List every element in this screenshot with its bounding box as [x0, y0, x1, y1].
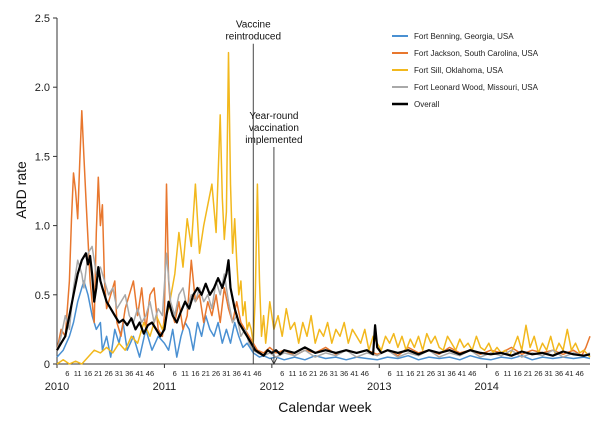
week-tick-label: 6 [65, 369, 69, 378]
week-tick-label: 41 [135, 369, 143, 378]
week-tick-label: 16 [406, 369, 414, 378]
year-label: 2010 [45, 381, 69, 393]
legend: Fort Benning, Georgia, USA Fort Jackson, … [392, 32, 539, 109]
y-tick-label: 2.5 [35, 13, 50, 25]
week-tick-label: 41 [458, 369, 466, 378]
legend-label: Fort Benning, Georgia, USA [414, 32, 514, 41]
week-tick-label: 41 [350, 369, 358, 378]
week-tick-label: 21 [94, 369, 102, 378]
week-tick-label: 31 [115, 369, 123, 378]
week-tick-label: 46 [361, 369, 369, 378]
week-tick-label: 16 [191, 369, 199, 378]
legend-label: Overall [414, 100, 440, 109]
week-tick-label: 11 [503, 369, 511, 378]
week-tick-label: 41 [565, 369, 573, 378]
week-tick-label: 11 [74, 369, 82, 378]
y-axis-title: ARD rate [13, 161, 29, 219]
week-tick-label: 11 [181, 369, 189, 378]
week-tick-label: 6 [388, 369, 392, 378]
week-tick-label: 46 [468, 369, 476, 378]
year-label: 2012 [260, 381, 284, 393]
week-tick-label: 31 [545, 369, 553, 378]
y-tick-label: 1.5 [35, 151, 50, 163]
week-tick-label: 16 [299, 369, 307, 378]
series-line-fort-jackson-south-carolina-usa [56, 109, 591, 357]
y-tick-label: 0.5 [35, 290, 50, 302]
series-line-fort-leonard-wood-missouri-usa [56, 245, 591, 358]
week-tick-label: 26 [427, 369, 435, 378]
annotation-text: reintroduced [225, 32, 281, 43]
week-tick-label: 41 [243, 369, 251, 378]
week-tick-label: 16 [514, 369, 522, 378]
y-tick-label: 2.0 [35, 82, 50, 94]
week-tick-label: 11 [289, 369, 297, 378]
week-tick-label: 46 [253, 369, 261, 378]
week-tick-label: 26 [534, 369, 542, 378]
week-tick-label: 21 [416, 369, 424, 378]
series-line-fort-sill-oklahoma-usa [56, 51, 591, 365]
week-tick-label: 36 [233, 369, 241, 378]
week-tick-label: 36 [125, 369, 133, 378]
week-tick-label: 31 [437, 369, 445, 378]
week-tick-label: 21 [309, 369, 317, 378]
annotation-arrowhead [270, 357, 278, 366]
week-tick-label: 21 [202, 369, 210, 378]
week-tick-label: 46 [146, 369, 154, 378]
week-tick-label: 26 [212, 369, 220, 378]
week-tick-label: 36 [447, 369, 455, 378]
week-tick-label: 6 [280, 369, 284, 378]
legend-label: Fort Leonard Wood, Missouri, USA [414, 83, 539, 92]
x-axis-title: Calendar week [278, 399, 372, 415]
week-tick-label: 36 [340, 369, 348, 378]
week-tick-label: 36 [555, 369, 563, 378]
annotation-text: implemented [245, 135, 302, 146]
year-label: 2011 [153, 381, 177, 393]
week-tick-label: 31 [330, 369, 338, 378]
annotation-text: Vaccine [236, 20, 271, 31]
week-tick-label: 26 [319, 369, 327, 378]
y-tick-label: 1.0 [35, 221, 50, 233]
week-tick-label: 21 [524, 369, 532, 378]
annotation-text: Year-round [249, 111, 298, 122]
week-tick-label: 6 [173, 369, 177, 378]
legend-label: Fort Jackson, South Carolina, USA [414, 49, 539, 58]
year-label: 2013 [367, 381, 391, 393]
week-tick-label: 31 [222, 369, 230, 378]
week-tick-label: 16 [84, 369, 92, 378]
annotation-text: vaccination [249, 123, 299, 134]
y-tick-label: 0 [44, 359, 50, 371]
week-tick-label: 11 [396, 369, 404, 378]
week-tick-label: 6 [495, 369, 499, 378]
week-tick-label: 26 [104, 369, 112, 378]
legend-label: Fort Sill, Oklahoma, USA [414, 66, 504, 75]
series-layer [56, 51, 591, 365]
week-tick-label: 46 [575, 369, 583, 378]
series-line-overall [56, 252, 591, 357]
year-label: 2014 [474, 381, 498, 393]
